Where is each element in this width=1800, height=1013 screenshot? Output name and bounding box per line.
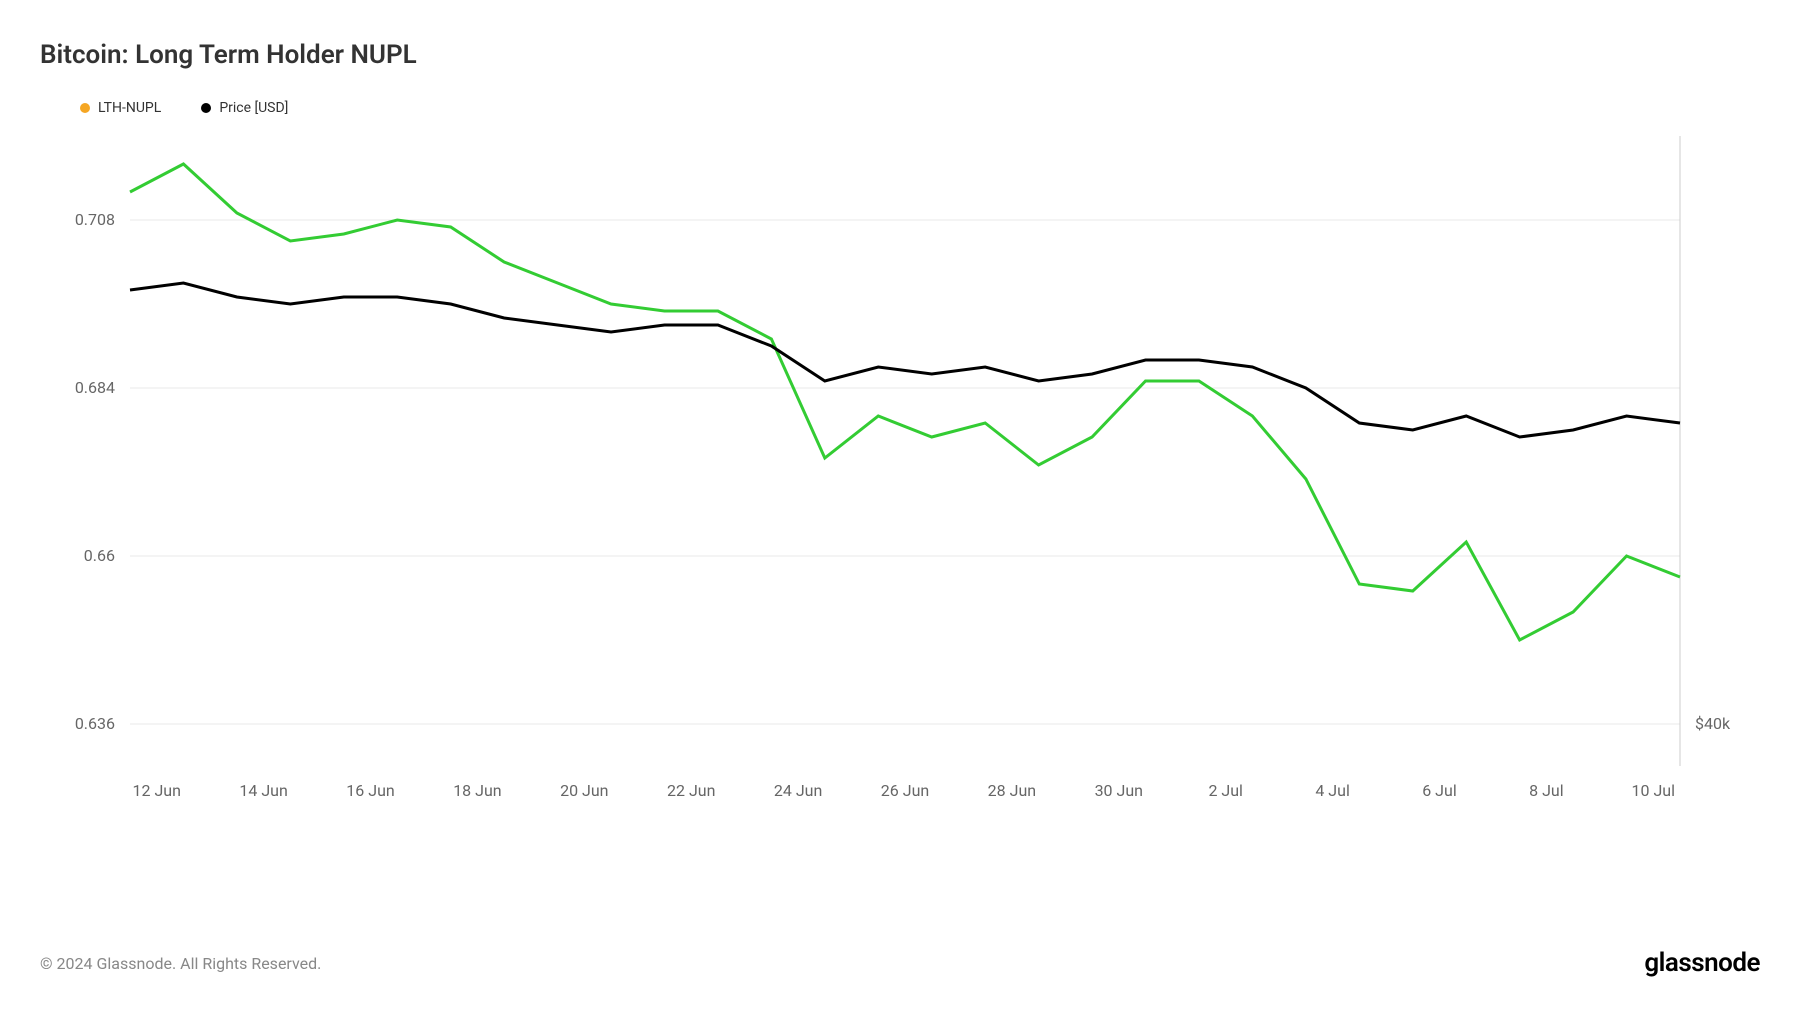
legend-dot-nupl bbox=[80, 103, 90, 113]
chart-container: Bitcoin: Long Term Holder NUPL LTH-NUPL … bbox=[0, 0, 1800, 1013]
legend-dot-price bbox=[201, 103, 211, 113]
svg-text:2 Jul: 2 Jul bbox=[1208, 781, 1243, 800]
copyright: © 2024 Glassnode. All Rights Reserved. bbox=[40, 954, 321, 973]
svg-text:4 Jul: 4 Jul bbox=[1315, 781, 1350, 800]
legend: LTH-NUPL Price [USD] bbox=[40, 100, 1760, 116]
svg-text:16 Jun: 16 Jun bbox=[346, 781, 394, 800]
chart-svg: 0.636 0.66 0.684 0.708 $40k 12 Jun 14 Jun 16 Ju… bbox=[40, 126, 1760, 826]
legend-label-price: Price [USD] bbox=[219, 100, 288, 116]
svg-text:18 Jun: 18 Jun bbox=[453, 781, 501, 800]
footer: © 2024 Glassnode. All Rights Reserved. g… bbox=[40, 948, 1760, 978]
svg-text:0.684: 0.684 bbox=[75, 378, 115, 397]
chart-area: 0.636 0.66 0.684 0.708 $40k 12 Jun 14 Jun 16 Ju… bbox=[40, 126, 1760, 826]
brand-logo: glassnode bbox=[1644, 948, 1760, 978]
svg-text:28 Jun: 28 Jun bbox=[988, 781, 1036, 800]
svg-text:8 Jul: 8 Jul bbox=[1529, 781, 1564, 800]
svg-text:6 Jul: 6 Jul bbox=[1422, 781, 1457, 800]
svg-text:12 Jun: 12 Jun bbox=[133, 781, 181, 800]
series-LTH-NUPL bbox=[130, 164, 1680, 640]
svg-text:$40k: $40k bbox=[1695, 714, 1731, 733]
svg-text:0.636: 0.636 bbox=[75, 714, 115, 733]
svg-text:20 Jun: 20 Jun bbox=[560, 781, 608, 800]
svg-text:10 Jul: 10 Jul bbox=[1632, 781, 1676, 800]
series-Price bbox=[130, 283, 1680, 437]
chart-title: Bitcoin: Long Term Holder NUPL bbox=[40, 40, 1760, 70]
legend-label-nupl: LTH-NUPL bbox=[98, 100, 161, 116]
svg-text:26 Jun: 26 Jun bbox=[881, 781, 929, 800]
svg-text:14 Jun: 14 Jun bbox=[239, 781, 287, 800]
svg-text:0.66: 0.66 bbox=[84, 546, 115, 565]
svg-text:22 Jun: 22 Jun bbox=[667, 781, 715, 800]
svg-text:30 Jun: 30 Jun bbox=[1095, 781, 1143, 800]
svg-text:0.708: 0.708 bbox=[75, 210, 115, 229]
legend-item-price: Price [USD] bbox=[201, 100, 288, 116]
legend-item-nupl: LTH-NUPL bbox=[80, 100, 161, 116]
svg-text:24 Jun: 24 Jun bbox=[774, 781, 822, 800]
